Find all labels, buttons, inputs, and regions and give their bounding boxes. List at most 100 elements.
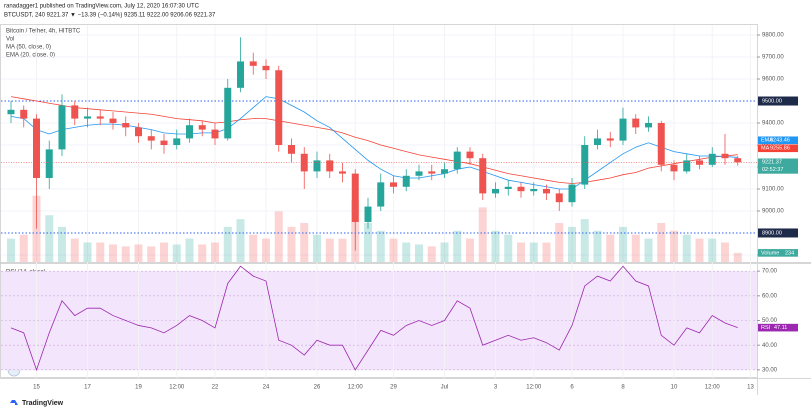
candle-body bbox=[364, 206, 372, 222]
volume-bar bbox=[70, 238, 79, 262]
volume-bar bbox=[287, 226, 296, 262]
volume-bar bbox=[733, 252, 742, 262]
level-label-box bbox=[758, 228, 798, 238]
volume-bar bbox=[45, 215, 54, 262]
author-line: ranadagger1 published on TradingView.com… bbox=[4, 4, 200, 10]
candle-body bbox=[504, 186, 512, 189]
candle-body bbox=[326, 160, 334, 172]
moving-average-line bbox=[10, 96, 738, 184]
candle-body bbox=[479, 158, 487, 194]
candle-body bbox=[670, 164, 678, 172]
candle-body bbox=[71, 105, 79, 119]
volume-label-box bbox=[758, 249, 798, 257]
candle-body bbox=[96, 116, 104, 119]
volume-bar bbox=[262, 238, 270, 262]
y-tick-label: 70.00 bbox=[762, 269, 778, 275]
volume-bar bbox=[389, 238, 398, 262]
rsi-line bbox=[10, 265, 738, 372]
y-tick-label: 9400.00 bbox=[762, 121, 784, 127]
level-label-box bbox=[758, 96, 798, 106]
ema-label-text: 9243.46 bbox=[770, 138, 790, 144]
candle-body bbox=[135, 127, 142, 137]
candle-body bbox=[581, 145, 589, 185]
volume-bar bbox=[580, 219, 589, 262]
candle-body bbox=[530, 188, 538, 192]
last-price-box bbox=[758, 158, 798, 174]
ma-label-text: MA bbox=[761, 146, 770, 152]
candle-body bbox=[555, 193, 563, 203]
x-tick-label: 19 bbox=[135, 385, 142, 391]
ma-label-box bbox=[758, 144, 798, 153]
y-tick-label: 9100.00 bbox=[762, 187, 784, 193]
moving-average-line bbox=[10, 96, 738, 190]
volume-bar bbox=[249, 234, 258, 262]
x-tick-label: 15 bbox=[33, 385, 40, 391]
volume-bar bbox=[529, 242, 538, 262]
volume-bar bbox=[134, 244, 143, 262]
volume-bar bbox=[338, 238, 347, 262]
candle-body bbox=[492, 188, 499, 194]
x-tick-label: 10 bbox=[671, 385, 678, 391]
candle-body bbox=[453, 151, 461, 170]
volume-bar bbox=[7, 238, 15, 262]
volume-bar bbox=[211, 242, 219, 262]
volume-bar bbox=[555, 223, 564, 262]
volume-bar bbox=[427, 246, 436, 262]
candle-body bbox=[313, 160, 321, 172]
x-tick-label: 29 bbox=[390, 385, 397, 391]
x-tick-label: 22 bbox=[212, 385, 219, 391]
candle-body bbox=[58, 105, 66, 150]
candle-body bbox=[45, 149, 53, 178]
candle-body bbox=[568, 184, 576, 203]
volume-bar bbox=[198, 244, 207, 262]
ma-label-text: 9255.86 bbox=[770, 146, 790, 152]
x-tick-label: 12:00 bbox=[705, 385, 721, 391]
x-tick-label: 13 bbox=[747, 385, 754, 391]
x-tick-label: 26 bbox=[314, 385, 321, 391]
volume-bar bbox=[568, 226, 576, 262]
candle-body bbox=[606, 138, 614, 141]
volume-bar bbox=[504, 234, 513, 262]
candle-body bbox=[390, 182, 397, 187]
candle-body bbox=[262, 65, 270, 71]
candle-body bbox=[237, 61, 244, 88]
candle-body bbox=[351, 173, 359, 222]
y-tick-label: 50.00 bbox=[762, 318, 778, 324]
candle-body bbox=[339, 171, 346, 174]
candle-body bbox=[198, 125, 206, 130]
volume-bar bbox=[631, 234, 640, 262]
volume-bar bbox=[721, 242, 729, 262]
candle-body bbox=[645, 123, 652, 128]
volume-bar bbox=[466, 238, 474, 262]
candle-body bbox=[377, 182, 385, 207]
legend-volume: Vol bbox=[6, 37, 14, 43]
volume-bar bbox=[121, 246, 130, 262]
volume-bar bbox=[402, 242, 411, 262]
volume-bar bbox=[96, 242, 105, 262]
candle-body bbox=[300, 153, 308, 172]
candle-body bbox=[721, 153, 729, 159]
rsi-band bbox=[1, 271, 757, 370]
y-tick-label: 9800.00 bbox=[762, 33, 784, 39]
x-tick-label: 3 bbox=[494, 385, 498, 391]
ema-label-text: EMA bbox=[761, 138, 773, 144]
candle-body bbox=[173, 138, 181, 145]
symbol-line: BTCUSDT, 240 9221.37 ▼ −13.39 (−0.14%) 9… bbox=[4, 13, 216, 19]
candle-body bbox=[543, 188, 550, 194]
volume-bar bbox=[223, 226, 232, 262]
legend-ma: MA (50, close, 0) bbox=[6, 45, 51, 51]
legend-ema: EMA (20, close, 0) bbox=[6, 53, 55, 59]
candle-body bbox=[594, 138, 601, 145]
candle-body bbox=[249, 61, 257, 66]
y-tick-label: 60.00 bbox=[762, 293, 778, 299]
x-tick-label: 8 bbox=[621, 385, 625, 391]
volume-bar bbox=[695, 238, 704, 262]
candle-body bbox=[7, 109, 15, 115]
volume-bar bbox=[517, 242, 525, 262]
volume-bar bbox=[644, 238, 653, 262]
y-tick-label: 9000.00 bbox=[762, 209, 784, 215]
candle-body bbox=[109, 118, 117, 124]
candle-body bbox=[33, 118, 40, 178]
candle-body bbox=[708, 153, 716, 165]
level-label: 8900.00 bbox=[762, 230, 782, 236]
